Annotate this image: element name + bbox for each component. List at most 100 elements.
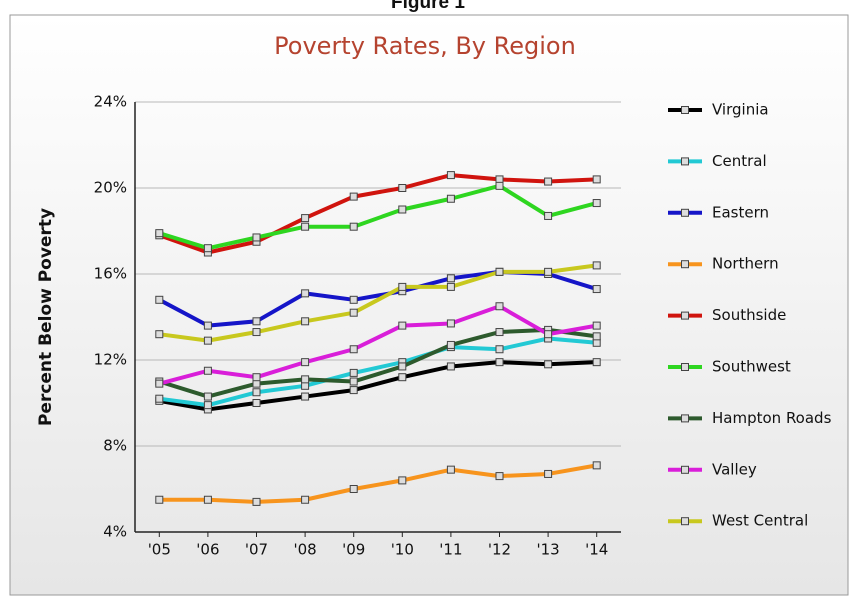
point-marker (446, 274, 455, 283)
y-axis-label: Percent Below Poverty (36, 208, 56, 426)
point-marker (592, 261, 601, 270)
series-line (158, 304, 598, 386)
point-marker (398, 184, 407, 192)
legend-label: Valley (712, 460, 757, 478)
point-marker (301, 392, 310, 401)
point-marker (592, 321, 601, 330)
point-marker (446, 171, 455, 180)
point-marker (252, 233, 261, 242)
point-marker (398, 362, 407, 371)
point-marker (155, 229, 164, 238)
chart-title: Poverty Rates, By Region (274, 32, 576, 60)
point-marker (155, 379, 164, 388)
point-marker (252, 399, 261, 407)
point-marker (592, 461, 601, 470)
point-marker (446, 194, 455, 203)
point-marker (495, 302, 504, 311)
legend-label: Central (712, 152, 767, 170)
point-marker (252, 388, 261, 397)
point-marker (203, 495, 212, 504)
legend-marker (681, 157, 689, 166)
legend-label: Southside (712, 306, 786, 324)
legend-label: Northern (712, 255, 779, 273)
point-marker (398, 476, 407, 485)
point-marker (155, 495, 164, 504)
point-marker (203, 244, 212, 253)
point-marker (495, 345, 504, 354)
series-line (158, 327, 597, 399)
y-tick-label: 12% (94, 351, 127, 369)
point-marker (155, 295, 164, 304)
point-marker (349, 308, 358, 317)
series-line (158, 173, 597, 255)
point-marker (544, 267, 553, 276)
point-marker (252, 373, 261, 382)
figure-label: Figure 1 (391, 0, 465, 13)
point-marker (252, 497, 261, 506)
legend-marker (681, 208, 689, 217)
point-marker (446, 319, 455, 328)
series-line (158, 360, 597, 412)
x-tick-label: '05 (148, 541, 171, 559)
point-marker (398, 373, 407, 382)
point-marker (203, 321, 212, 330)
x-tick-label: '07 (245, 541, 268, 559)
point-marker (349, 345, 358, 354)
point-marker (544, 330, 553, 339)
x-tick-label: '10 (391, 541, 414, 559)
point-marker (203, 392, 212, 401)
point-marker (301, 222, 310, 231)
point-marker (398, 205, 407, 214)
x-tick-label: '13 (536, 541, 559, 559)
point-marker (495, 267, 504, 276)
point-marker (592, 358, 601, 367)
point-marker (301, 495, 310, 504)
x-tick-label: '14 (585, 541, 608, 559)
y-tick-label: 24% (94, 93, 127, 111)
point-marker (203, 401, 212, 410)
legend-marker (681, 106, 689, 114)
point-marker (301, 317, 310, 326)
point-marker (301, 358, 310, 367)
point-marker (495, 472, 504, 481)
point-marker (349, 386, 358, 395)
point-marker (155, 330, 164, 339)
series-line (158, 183, 598, 251)
point-marker (398, 321, 407, 330)
legend-marker (681, 311, 689, 320)
y-tick-label: 8% (103, 437, 127, 455)
point-marker (301, 375, 310, 384)
legend-label: Virginia (712, 101, 769, 119)
point-marker (301, 214, 310, 223)
point-marker (495, 181, 504, 190)
legend-marker (681, 517, 689, 526)
point-marker (446, 362, 455, 371)
x-tick-label: '06 (196, 541, 219, 559)
legend-marker (681, 414, 689, 423)
point-marker (349, 377, 358, 386)
point-marker (544, 211, 553, 220)
series-line (159, 336, 597, 408)
y-tick-label: 20% (94, 179, 127, 197)
point-marker (495, 175, 504, 184)
y-tick-label: 4% (103, 523, 127, 541)
point-marker (544, 177, 553, 186)
point-marker (349, 295, 358, 304)
point-marker (349, 192, 358, 201)
legend-marker (681, 260, 689, 269)
x-tick-label: '08 (293, 541, 316, 559)
x-tick-label: '12 (488, 541, 511, 559)
legend-label: Eastern (712, 203, 769, 221)
chart-frame (9, 14, 849, 596)
point-marker (349, 222, 358, 231)
point-marker (155, 394, 164, 403)
point-marker (252, 317, 261, 326)
point-marker (398, 282, 407, 291)
point-marker (495, 358, 504, 367)
point-marker (301, 289, 310, 298)
y-tick-label: 16% (94, 265, 127, 283)
point-marker (592, 199, 601, 208)
point-marker (446, 282, 455, 291)
point-marker (592, 285, 601, 294)
